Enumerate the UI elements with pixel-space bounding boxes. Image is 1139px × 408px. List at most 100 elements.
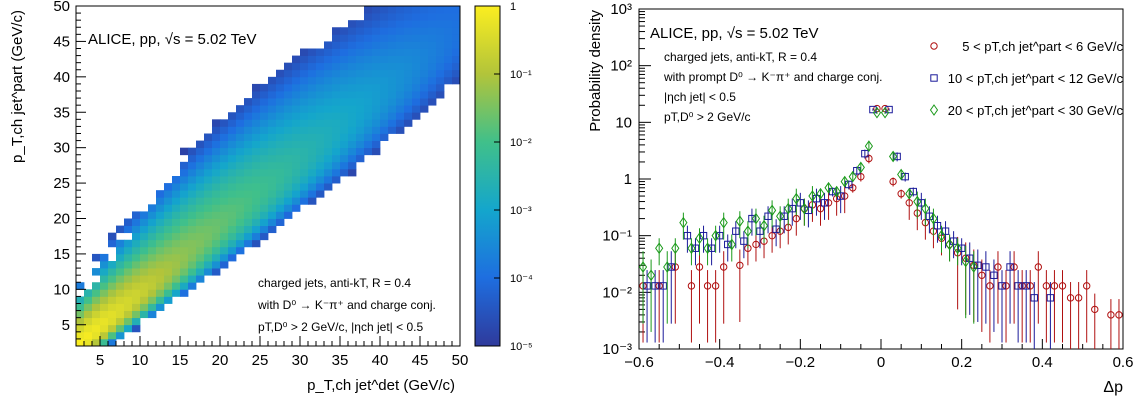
probability-x-axis-label: Δp [1103, 379, 1123, 396]
heatmap-cell [100, 253, 109, 262]
heatmap-cell [116, 331, 125, 340]
heatmap-cell [284, 105, 293, 113]
data-point [957, 244, 966, 252]
heatmap-cell [276, 197, 285, 205]
data-point [671, 242, 680, 255]
heatmap-y-tick-label: 15 [53, 246, 70, 263]
heatmap-cell [156, 246, 165, 255]
heatmap-cell [220, 119, 229, 127]
heatmap-cell [284, 176, 293, 184]
heatmap-cell [268, 98, 277, 106]
heatmap-cell [420, 20, 429, 28]
heatmap-cell [396, 105, 405, 113]
heatmap-cell [284, 119, 293, 127]
heatmap-cell [172, 261, 181, 269]
probability-x-tick-label: −0.2 [786, 354, 816, 371]
heatmap-cell [132, 253, 141, 262]
heatmap-cell [372, 48, 381, 56]
heatmap-cell [388, 112, 397, 120]
heatmap-cell [260, 140, 269, 149]
heatmap-cell [324, 183, 333, 191]
data-point [897, 168, 906, 181]
heatmap-cell [116, 239, 125, 248]
heatmap-cell [316, 48, 325, 56]
heatmap-cell [316, 126, 325, 134]
heatmap-cell [436, 62, 445, 71]
heatmap-cell [196, 261, 205, 269]
heatmap-cell [380, 55, 389, 64]
heatmap-cell [204, 197, 213, 205]
heatmap-cell [348, 34, 357, 42]
heatmap-cell [76, 331, 85, 340]
heatmap-cell [324, 69, 333, 78]
heatmap-cell [236, 246, 245, 255]
probability-x-tick-label: 0.4 [1032, 354, 1053, 371]
heatmap-cell [132, 303, 141, 311]
heatmap-cell [172, 211, 181, 219]
heatmap-cell [164, 232, 173, 241]
heatmap-cell [276, 140, 285, 149]
heatmap-cell [220, 261, 229, 269]
heatmap-cell [188, 204, 197, 212]
heatmap-cell [76, 310, 85, 319]
heatmap-cell [236, 154, 245, 163]
heatmap-cell [268, 211, 277, 219]
data-point [930, 74, 938, 82]
heatmap-cell [220, 161, 229, 170]
heatmap-cell [292, 204, 301, 212]
heatmap-cells [76, 6, 461, 347]
heatmap-x-ticks: 5 10 15 20 25 30 35 40 45 50 [83, 336, 468, 369]
heatmap-cell [180, 246, 189, 255]
heatmap-cell [244, 98, 253, 106]
heatmap-cell [404, 13, 413, 21]
heatmap-cell [372, 140, 381, 149]
heatmap-cell [332, 176, 341, 184]
heatmap-cell [276, 168, 285, 177]
heatmap-cell [292, 154, 301, 163]
heatmap-cell [92, 310, 101, 319]
heatmap-cell [420, 69, 429, 78]
heatmap-cell [140, 289, 149, 297]
heatmap-cell [204, 133, 213, 141]
heatmap-cell [436, 6, 445, 14]
heatmap-cell [196, 154, 205, 163]
heatmap-cell [396, 98, 405, 106]
heatmap-cell [156, 204, 165, 212]
heatmap-cell [156, 211, 165, 219]
heatmap-cell [356, 27, 365, 35]
heatmap-cell [340, 119, 349, 127]
heatmap-cell [444, 20, 453, 28]
heatmap-cell [292, 98, 301, 106]
heatmap-cell [300, 168, 309, 177]
data-point [1107, 311, 1115, 319]
heatmap-cell [436, 34, 445, 42]
heatmap-cell [420, 105, 429, 113]
data-point [945, 238, 954, 251]
heatmap-cell [380, 69, 389, 78]
heatmap-cell [204, 218, 213, 226]
heatmap-cell [348, 91, 357, 99]
heatmap-cell [196, 140, 205, 149]
data-point [735, 215, 744, 228]
data-point [872, 106, 882, 119]
heatmap-cell [124, 253, 133, 262]
heatmap-cell [332, 154, 341, 163]
heatmap-cell [244, 105, 253, 113]
data-point [953, 242, 962, 255]
heatmap-cell [156, 253, 165, 262]
heatmap-cell [220, 239, 229, 248]
heatmap-cell [284, 147, 293, 156]
probability-x-tick-label: 0.6 [1113, 354, 1134, 371]
heatmap-cell [412, 13, 421, 21]
heatmap-cell [404, 105, 413, 113]
data-point [1034, 263, 1043, 271]
heatmap-cell [228, 147, 237, 156]
heatmap-cell [76, 303, 85, 311]
heatmap-cell [156, 296, 165, 304]
heatmap-cell [412, 55, 421, 64]
heatmap-cell [180, 253, 189, 262]
heatmap-cell [100, 324, 109, 333]
probability-y-tick-label: 10 [615, 114, 632, 131]
heatmap-cell [220, 147, 229, 156]
heatmap-cell [204, 268, 213, 276]
